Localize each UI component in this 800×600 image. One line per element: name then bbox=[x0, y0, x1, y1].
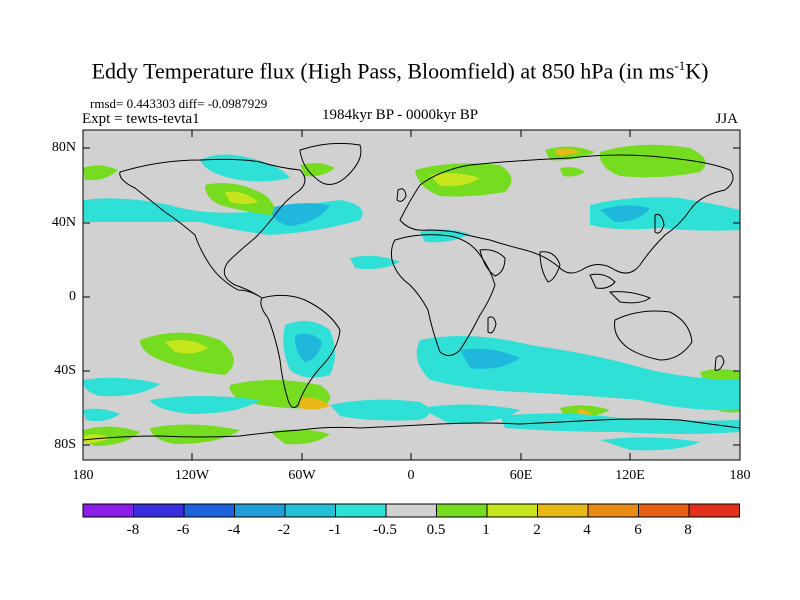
colorbar-swatch bbox=[537, 503, 589, 518]
negative-region bbox=[350, 255, 400, 270]
lon-label-180e: 180 bbox=[729, 468, 751, 483]
lat-label-40n: 40N bbox=[51, 215, 76, 230]
lon-ticks bbox=[191, 130, 631, 460]
colorbar-label: -6 bbox=[176, 522, 190, 538]
title-end: K) bbox=[685, 58, 709, 84]
colorbar-label: 2 bbox=[533, 522, 541, 538]
lat-label-80s: 80S bbox=[54, 437, 76, 452]
negative-region bbox=[200, 154, 290, 182]
negative-region bbox=[600, 437, 700, 451]
colorbar-label: -1 bbox=[328, 522, 342, 538]
lat-label-0: 0 bbox=[69, 289, 76, 304]
lat-ticks bbox=[83, 147, 740, 446]
colorbar-swatch bbox=[183, 503, 235, 518]
colorbar bbox=[82, 503, 740, 518]
negative-region bbox=[600, 205, 650, 222]
colorbar-label: -8 bbox=[126, 522, 140, 538]
stats-text: rmsd= 0.443303 diff= -0.0987929 bbox=[90, 96, 268, 111]
colorbar-swatch bbox=[284, 503, 336, 518]
anomaly-field bbox=[83, 142, 740, 451]
positive-region bbox=[300, 163, 335, 177]
experiment-label: Expt = tewts-tevta1 bbox=[82, 111, 200, 127]
positive-region bbox=[165, 340, 208, 354]
negative-region bbox=[500, 413, 740, 434]
colorbar-label: -4 bbox=[227, 522, 241, 538]
colorbar-label: 1 bbox=[482, 522, 490, 538]
positive-region bbox=[599, 144, 706, 178]
positive-region bbox=[140, 332, 234, 375]
negative-region bbox=[83, 408, 120, 422]
colorbar-swatch bbox=[486, 503, 538, 518]
plot-title: Eddy Temperature flux (High Pass, Bloomf… bbox=[0, 58, 800, 84]
negative-region bbox=[330, 399, 430, 421]
lon-label-60e: 60E bbox=[509, 468, 533, 483]
colorbar-label: -0.5 bbox=[373, 522, 397, 538]
coastlines bbox=[83, 142, 740, 441]
negative-region bbox=[150, 396, 260, 414]
colorbar-label: 0.5 bbox=[426, 522, 446, 538]
positive-region bbox=[150, 424, 240, 444]
lon-label-60w: 60W bbox=[288, 468, 316, 483]
negative-region bbox=[270, 203, 330, 226]
positive-region bbox=[225, 191, 258, 204]
colorbar-swatch bbox=[133, 503, 185, 518]
positive-region bbox=[300, 397, 330, 410]
colorbar-swatch bbox=[638, 503, 690, 518]
lon-label-180w: 180 bbox=[72, 468, 94, 483]
positive-region bbox=[555, 148, 580, 156]
colorbar-swatch bbox=[436, 503, 488, 518]
title-main: Eddy Temperature flux (High Pass, Bloomf… bbox=[91, 58, 675, 84]
lat-label-40s: 40S bbox=[54, 363, 76, 378]
colorbar-swatch bbox=[587, 503, 639, 518]
positive-region bbox=[560, 167, 585, 177]
season-label: JJA bbox=[715, 111, 738, 127]
negative-region bbox=[460, 348, 520, 369]
negative-region bbox=[83, 377, 160, 397]
negative-region bbox=[420, 404, 520, 424]
colorbar-label: 4 bbox=[583, 522, 591, 538]
positive-region bbox=[83, 165, 118, 181]
positive-region bbox=[430, 173, 480, 187]
title-superscript: -1 bbox=[674, 58, 686, 73]
colorbar-label: 6 bbox=[634, 522, 642, 538]
lon-label-120e: 120E bbox=[615, 468, 645, 483]
negative-region bbox=[294, 333, 322, 362]
colorbar-swatch bbox=[385, 503, 437, 518]
colorbar-swatch bbox=[335, 503, 387, 518]
colorbar-swatch bbox=[82, 503, 134, 518]
lon-label-120w: 120W bbox=[174, 468, 210, 483]
colorbar-label: 8 bbox=[684, 522, 692, 538]
lon-label-0: 0 bbox=[407, 468, 415, 483]
positive-region bbox=[270, 429, 330, 445]
colorbar-label: -2 bbox=[277, 522, 291, 538]
colorbar-swatch bbox=[234, 503, 286, 518]
lat-label-80n: 80N bbox=[51, 140, 76, 155]
colorbar-swatch bbox=[688, 503, 740, 518]
period-label: 1984kyr BP - 0000kyr BP bbox=[321, 107, 479, 123]
